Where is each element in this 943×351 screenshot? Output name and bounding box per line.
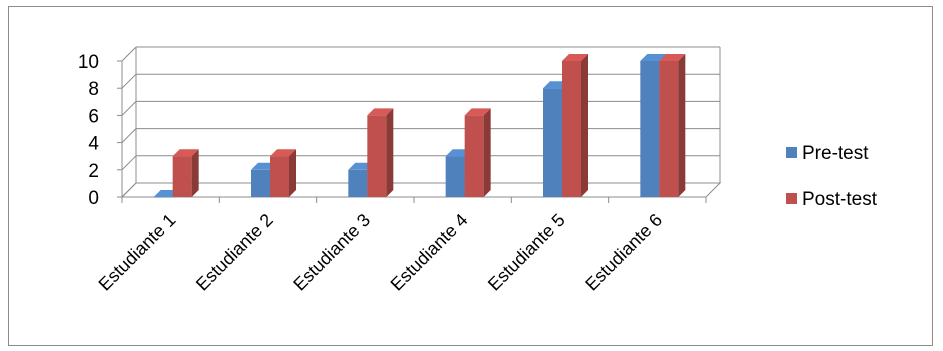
bar-top [640, 54, 667, 61]
y-tick-label: 6 [88, 106, 99, 127]
bar-side [191, 149, 199, 197]
gridline-side [121, 46, 137, 62]
gridline-side [121, 73, 137, 89]
legend-label: Post-test [802, 189, 878, 210]
bar-side [581, 54, 588, 197]
legend: Pre-test Post-test [786, 143, 878, 210]
bar-front [464, 115, 484, 197]
bar-top [367, 108, 394, 116]
axes [120, 61, 722, 203]
bar-top [562, 54, 588, 61]
x-tick-label: Estudiante 4 [387, 210, 472, 295]
gridline-side [121, 128, 137, 143]
bar-front [640, 61, 660, 197]
bar-front [153, 197, 173, 198]
bar-side [289, 149, 296, 197]
bar-side [386, 108, 394, 197]
gridline-side [121, 101, 137, 116]
bar-side [678, 54, 686, 197]
bar-front [270, 156, 289, 197]
legend-label: Pre-test [802, 143, 869, 164]
bar-top [659, 54, 686, 61]
bar-post-test [464, 108, 491, 197]
y-tick-label: 10 [78, 52, 99, 73]
bar-post-test [562, 54, 588, 197]
bar-front [659, 61, 679, 197]
bar-top [464, 108, 491, 116]
x-tick-label: Estudiante 5 [484, 210, 569, 295]
bar-front [543, 88, 562, 197]
legend-item-post-test: Post-test [786, 189, 878, 210]
x-tick-label: Estudiante 6 [581, 210, 666, 295]
x-tick-label: Estudiante 3 [289, 210, 374, 295]
y-axis-ticks: 0 2 4 6 8 10 [78, 52, 122, 209]
bars [153, 54, 686, 198]
y-tick-label: 0 [88, 188, 99, 209]
bar-front [562, 61, 581, 197]
bar-post-test [172, 149, 199, 197]
x-axis-labels: Estudiante 1 Estudiante 2 Estudiante 3 Estu… [95, 210, 667, 295]
legend-item-pre-test: Pre-test [786, 143, 869, 164]
bar-post-test [270, 149, 296, 197]
y-tick-label: 8 [88, 79, 99, 100]
y-tick-label: 2 [88, 161, 99, 182]
bar-top [270, 149, 296, 157]
x-tick-label: Estudiante 1 [95, 210, 180, 295]
bar-top [172, 149, 199, 157]
bar-front [348, 169, 368, 197]
bar-front [251, 169, 270, 197]
legend-swatch [786, 193, 797, 204]
bar-side [483, 108, 491, 197]
legend-swatch [786, 147, 797, 158]
bar-post-test [659, 54, 686, 197]
bar-front [172, 156, 192, 197]
bar-front [445, 156, 465, 197]
floor [120, 182, 722, 198]
bar-front [367, 115, 387, 197]
bar-post-test [367, 108, 394, 197]
y-tick-label: 4 [88, 134, 99, 155]
x-tick-label: Estudiante 2 [192, 210, 277, 295]
gridline-side [121, 155, 137, 171]
gridlines [121, 46, 721, 198]
